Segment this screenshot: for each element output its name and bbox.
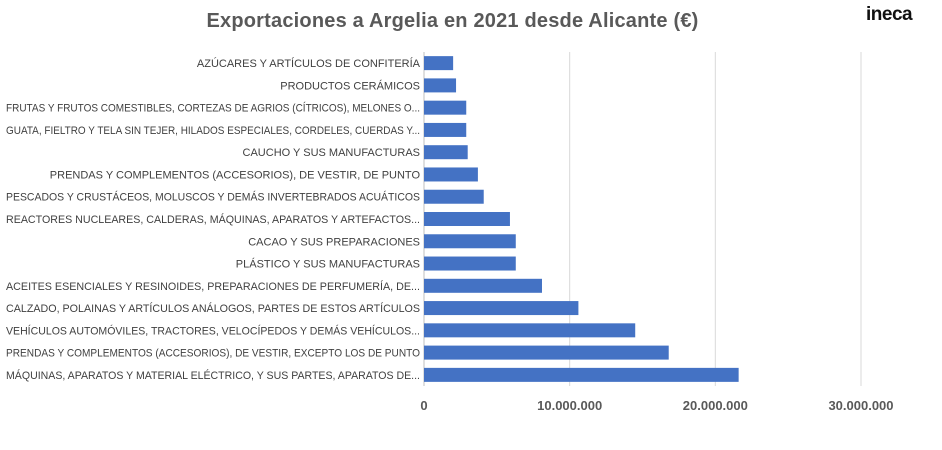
bar [424, 234, 516, 249]
chart-title: Exportaciones a Argelia en 2021 desde Al… [206, 10, 699, 32]
bar [424, 278, 542, 293]
category-label: VEHÍCULOS AUTOMÓVILES, TRACTORES, VELOCÍ… [6, 324, 420, 337]
bar [424, 367, 739, 382]
category-label: PRENDAS Y COMPLEMENTOS (ACCESORIOS), DE … [50, 169, 421, 181]
bars [424, 56, 739, 382]
category-label: PRODUCTOS CERÁMICOS [280, 79, 420, 92]
bar [424, 78, 457, 93]
bar [424, 122, 467, 137]
category-label: ACEITES ESENCIALES Y RESINOIDES, PREPARA… [6, 280, 420, 293]
bar [424, 256, 516, 271]
bar [424, 189, 484, 204]
category-label: FRUTAS Y FRUTOS COMESTIBLES, CORTEZAS DE… [6, 102, 420, 115]
category-label: AZÚCARES Y ARTÍCULOS DE CONFITERÍA [197, 57, 421, 70]
bar [424, 100, 467, 115]
category-label: PESCADOS Y CRUSTÁCEOS, MOLUSCOS Y DEMÁS … [6, 191, 420, 204]
bar [424, 167, 478, 182]
bar [424, 145, 468, 160]
category-labels: AZÚCARES Y ARTÍCULOS DE CONFITERÍA PRODUC… [6, 57, 421, 382]
category-label: PLÁSTICO Y SUS MANUFACTURAS [236, 258, 420, 271]
bar [424, 56, 454, 71]
ineca-logo: ineca [866, 4, 913, 25]
x-tick-label: 20.000.000 [683, 398, 748, 413]
x-tick-label: 0 [420, 398, 427, 413]
category-label: CAUCHO Y SUS MANUFACTURAS [243, 147, 420, 159]
bar [424, 345, 669, 360]
bar [424, 212, 510, 226]
bar [424, 323, 636, 338]
category-label: REACTORES NUCLEARES, CALDERAS, MÁQUINAS,… [6, 213, 420, 226]
category-label: CALZADO, POLAINAS Y ARTÍCULOS ANÁLOGOS, … [6, 302, 420, 315]
category-label: GUATA, FIELTRO Y TELA SIN TEJER, HILADOS… [6, 125, 420, 137]
category-label: PRENDAS Y COMPLEMENTOS (ACCESORIOS), DE … [6, 348, 420, 360]
bar [424, 301, 579, 316]
category-label: CACAO Y SUS PREPARACIONES [248, 236, 420, 248]
category-label: MÁQUINAS, APARATOS Y MATERIAL ELÉCTRICO,… [6, 369, 420, 382]
x-tick-labels: 0 10.000.000 20.000.000 30.000.000 [420, 398, 893, 413]
x-tick-label: 10.000.000 [537, 398, 602, 413]
x-tick-label: 30.000.000 [828, 398, 893, 413]
